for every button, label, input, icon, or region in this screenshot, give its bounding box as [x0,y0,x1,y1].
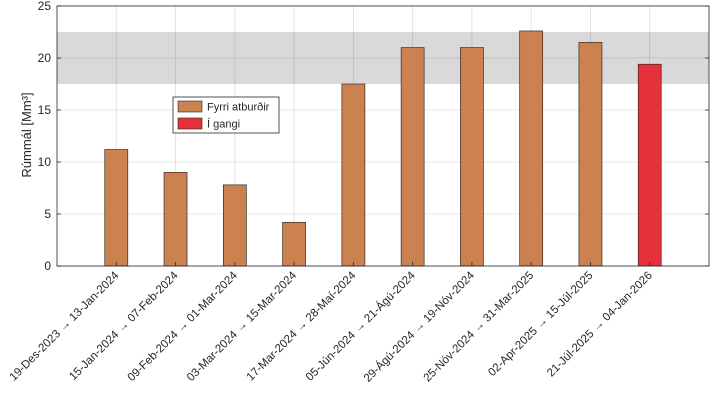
plot-frame [56,5,710,267]
y-tick-label-10: 10 [38,155,52,169]
y-tick-label-20: 20 [38,51,52,65]
legend-label-i-gangi: Í gangi [207,118,240,131]
bar-fyrri-atbur-ir-3 [222,184,247,267]
y-tick-labels: 0 5 10 15 20 25 [38,0,52,273]
bar-fyrri-atbur-ir-1 [104,149,129,267]
bar-fyrri-atbur-ir-6 [400,47,425,267]
bar-fyrri-atbur-ir-9 [578,42,603,267]
x-tick-label-3: 09-Feb-2024 → 01-Mar-2024 [126,269,241,384]
legend: Fyrri atburðir Í gangi [172,96,280,134]
y-tick-label-15: 15 [38,103,52,117]
x-tick-label-8: 25-Nóv-2024 → 31-Mar-2025 [422,270,537,385]
y-tick-label-5: 5 [44,207,51,221]
y-tick-label-25: 25 [38,0,52,13]
x-tick-label-6: 05-Jún-2024 → 21-Ágú-2024 [303,269,418,384]
legend-label-fyrri-atburdir: Fyrri atburðir [207,102,270,114]
x-tick-label-9: 02-Apr-2025 → 15-Júl-2025 [486,270,595,379]
x-tick-label-7: 29-Ágú-2024 → 19-Nóv-2024 [361,269,477,385]
x-tick-label-10: 21-Júl-2025 → 04-Jan-2026 [545,270,655,380]
bar-fyrri-atbur-ir-7 [460,47,484,267]
bar-fyrri-atbur-ir-4 [282,221,306,267]
legend-swatch-fyrri-atburdir [177,100,203,113]
bar-fyrri-atbur-ir-2 [163,172,188,267]
y-axis-label: Rúmmál [Mm³] [19,92,34,177]
x-tick-label-2: 15-Jan-2024 → 07-Feb-2024 [67,269,181,383]
bars-layer [104,30,662,267]
x-tick-label-1: 19-Des-2023 → 13-Jan-2024 [8,269,122,383]
y-tick-label-0: 0 [44,259,51,273]
legend-swatch-i-gangi [177,117,203,130]
x-tick-label-4: 03-Mar-2024 → 15-Mar-2024 [185,269,300,384]
bar-fyrri-atbur-ir-8 [519,30,544,267]
bar-fyrri-atbur-ir-5 [341,83,366,267]
bar-i-gangi-10 [637,63,662,267]
axes-layer [56,5,710,267]
x-tick-label-5: 17-Mar-2024 → 28-Maí-2024 [245,269,359,383]
